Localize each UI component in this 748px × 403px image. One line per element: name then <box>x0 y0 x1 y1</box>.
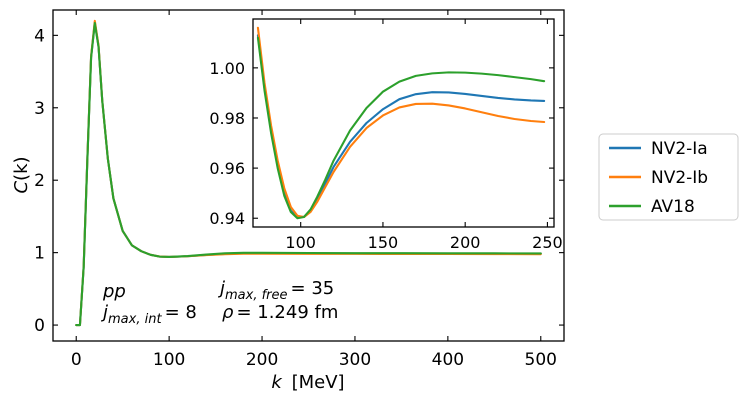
annotation-rho: ρ = 1.249 fm <box>222 302 338 323</box>
x-axis-unit: [MeV] <box>292 372 345 393</box>
y-axis-argument: (k) <box>11 156 32 180</box>
main-y-tick-label: 2 <box>34 171 45 191</box>
legend-label-nv2-ia: NV2-Ia <box>651 139 708 159</box>
legend-label-nv2-ib: NV2-Ib <box>651 168 708 188</box>
inset-x-tick-label: 200 <box>450 233 481 252</box>
inset-plot: 100 150 200 250 0.94 0.96 0.98 1.00 <box>209 18 563 252</box>
main-y-tick-label: 1 <box>34 244 45 264</box>
inset-series-nv2-ib <box>256 26 546 219</box>
main-series-group <box>75 19 542 327</box>
inset-y-tick-label: 0.98 <box>209 109 245 128</box>
main-x-tick-label: 300 <box>339 350 371 370</box>
inset-x-tick-label: 100 <box>285 233 316 252</box>
annotation-jmax-int: jmax, int = 8 <box>100 302 197 327</box>
x-axis-variable: k <box>271 372 283 393</box>
inset-series-group <box>256 26 546 220</box>
annotation-system: pp <box>102 281 126 302</box>
main-plot: 0 100 200 300 400 500 0 1 2 3 4 <box>34 9 565 370</box>
inset-x-tick-label: 250 <box>532 233 563 252</box>
main-y-tick-label: 3 <box>34 99 45 119</box>
main-x-tick-label: 200 <box>246 350 278 370</box>
main-y-tick-label: 0 <box>34 316 45 336</box>
inset-y-ticks: 0.94 0.96 0.98 1.00 <box>209 59 554 228</box>
x-axis-title: k [MeV] <box>271 372 344 393</box>
main-x-tick-label: 100 <box>153 350 185 370</box>
legend-entry-nv2-ib: NV2-Ib <box>609 168 708 188</box>
inset-x-ticks: 100 150 200 250 <box>285 19 563 252</box>
main-x-tick-label: 0 <box>71 350 82 370</box>
inset-x-tick-label: 150 <box>368 233 399 252</box>
inset-y-tick-label: 1.00 <box>209 59 245 78</box>
inset-background <box>253 19 554 227</box>
main-x-tick-label: 500 <box>525 350 557 370</box>
annotation-jmax-free: jmax, free = 35 <box>217 278 334 303</box>
main-y-ticks: 0 1 2 3 4 <box>34 26 564 336</box>
main-series-av18 <box>75 21 542 327</box>
legend-entry-av18: AV18 <box>609 197 695 217</box>
y-axis-title: C(k) <box>11 156 32 193</box>
inset-series-av18 <box>256 36 546 220</box>
main-x-tick-label: 400 <box>432 350 464 370</box>
legend-label-av18: AV18 <box>651 197 695 217</box>
inset-plot-frame <box>252 18 555 228</box>
legend-frame <box>598 133 739 221</box>
main-y-tick-label: 4 <box>34 26 45 46</box>
legend: NV2-Ia NV2-Ib AV18 <box>598 133 739 221</box>
inset-y-tick-label: 0.94 <box>209 209 245 228</box>
inset-y-tick-label: 0.96 <box>209 159 245 178</box>
annotation-block: pp jmax, free = 35 jmax, int = 8 ρ = 1.249 … <box>100 278 338 327</box>
main-x-ticks: 0 100 200 300 400 500 <box>71 10 557 370</box>
main-plot-frame <box>52 9 565 342</box>
y-axis-variable: C <box>11 181 32 194</box>
legend-entry-nv2-ia: NV2-Ia <box>609 139 708 159</box>
